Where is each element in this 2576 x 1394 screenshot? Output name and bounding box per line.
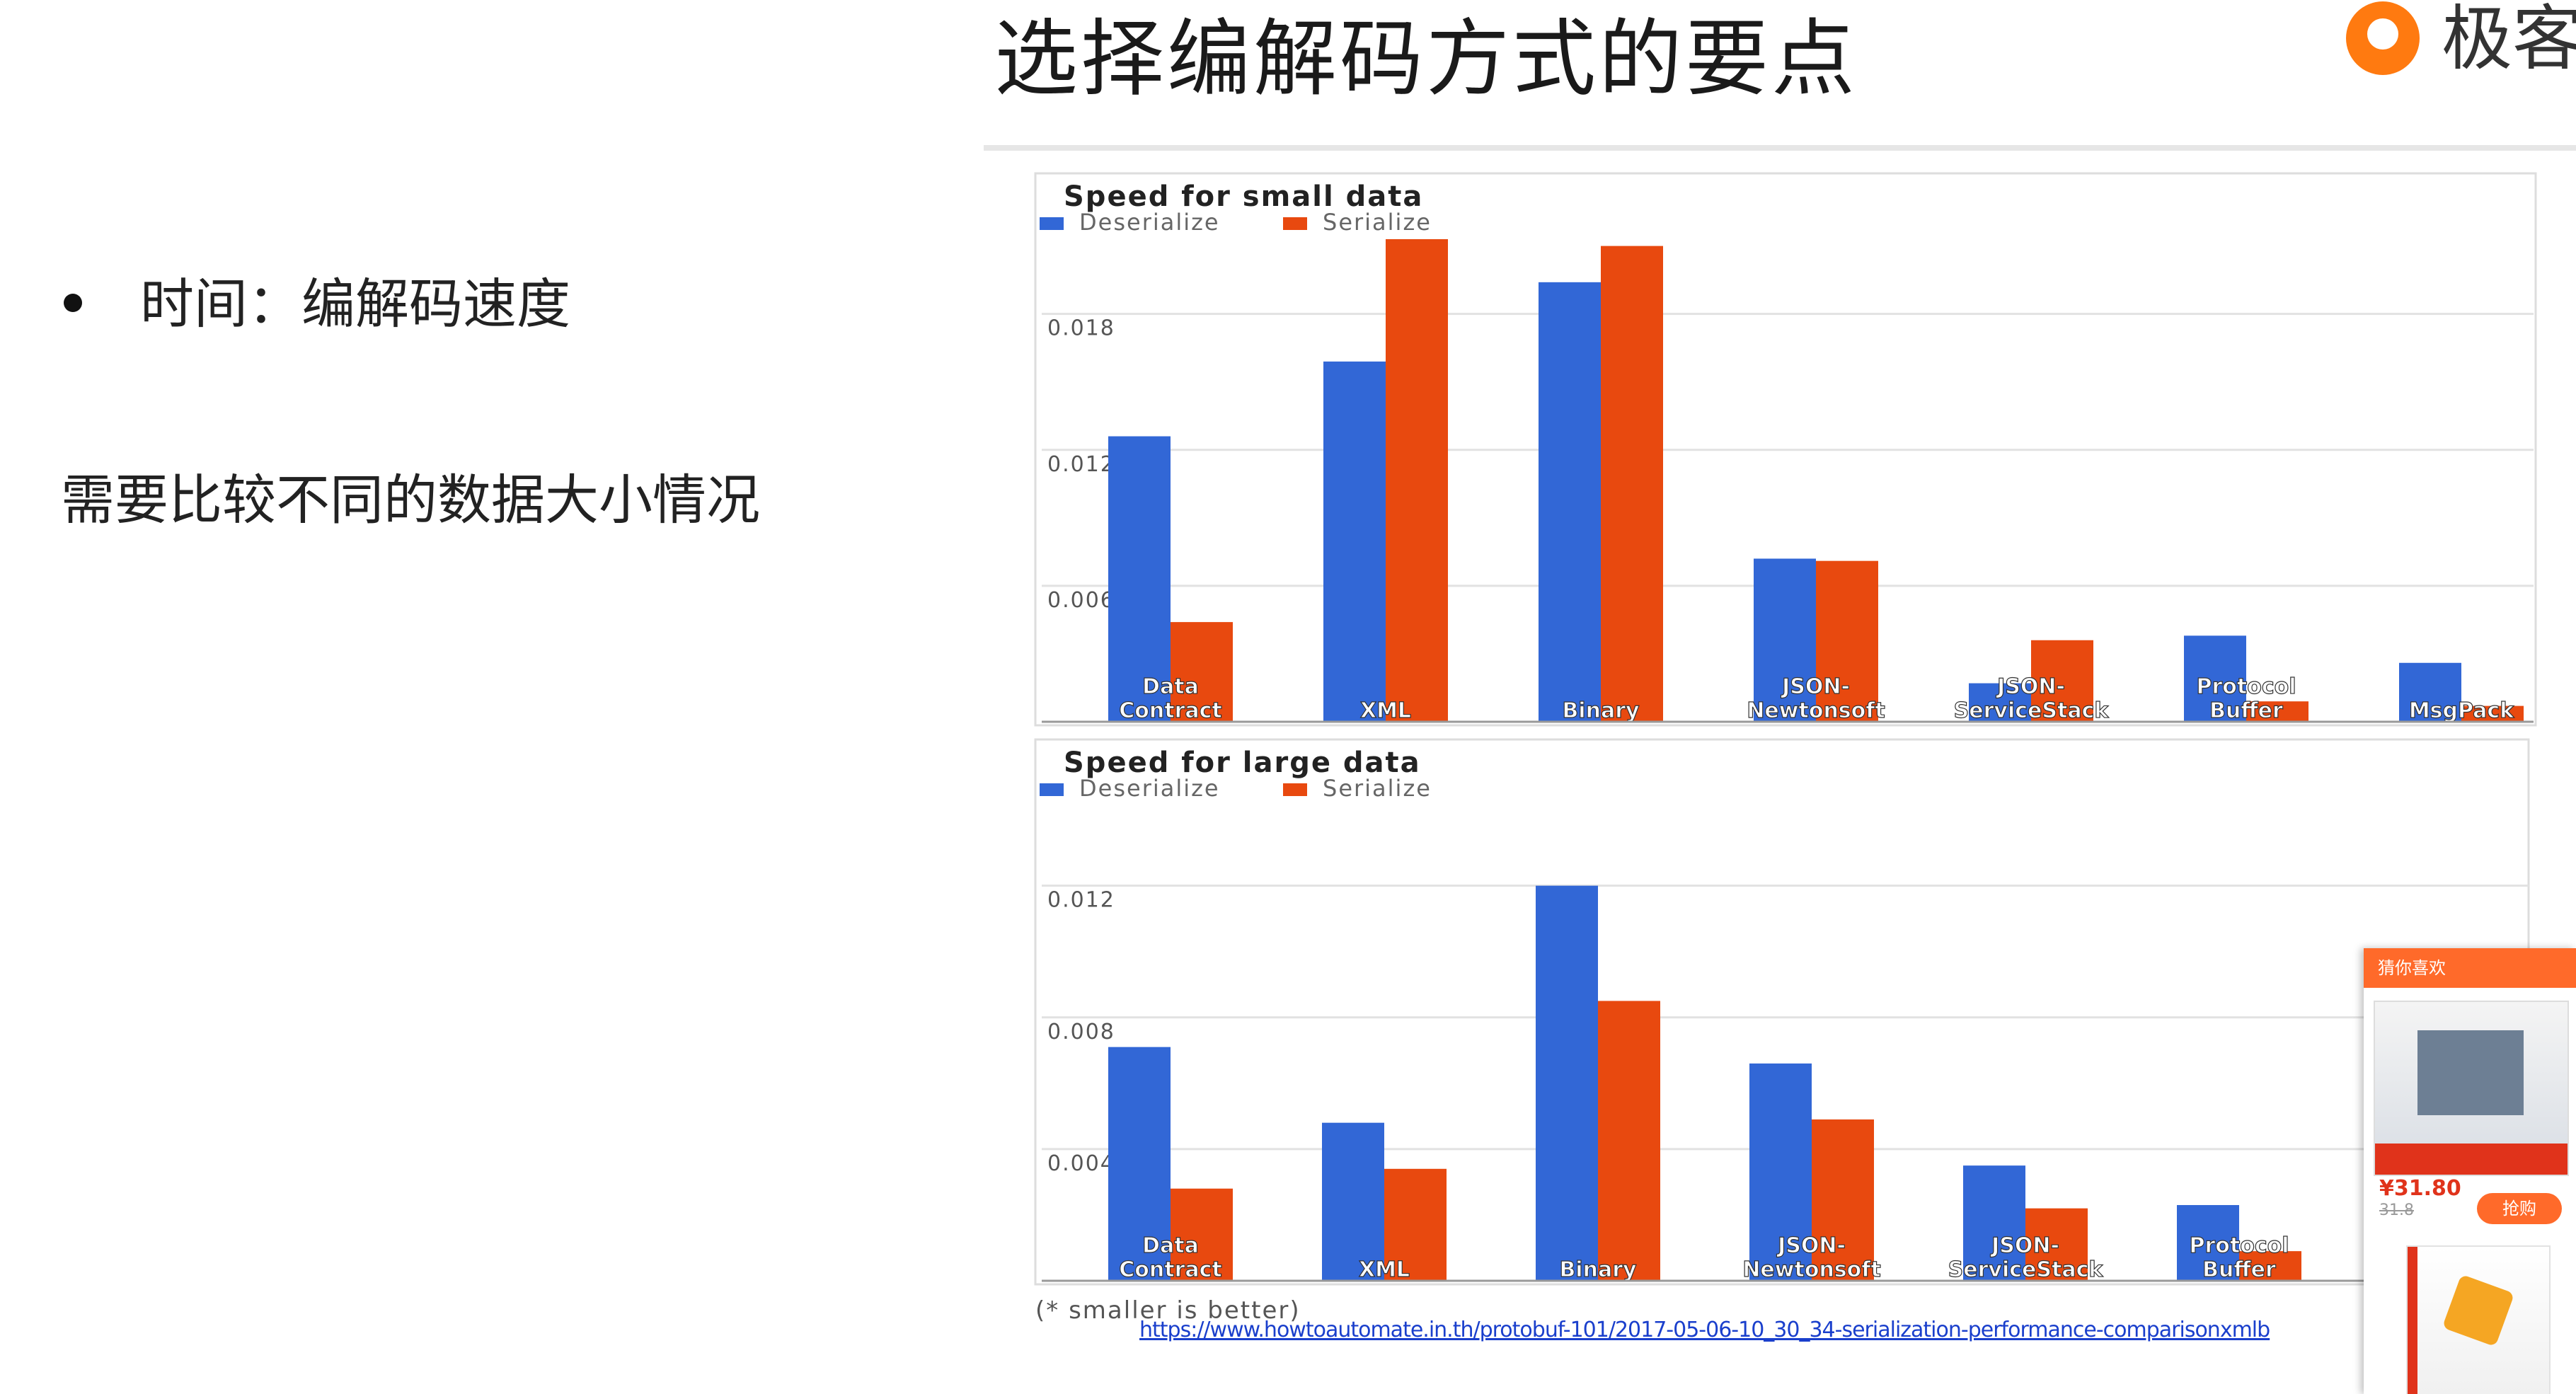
promo-price: ¥31.80 (2379, 1176, 2461, 1201)
promo-book-cover-2[interactable] (2406, 1245, 2551, 1394)
book-cover-art (2442, 1274, 2515, 1347)
x-tick-label: JSON- (1776, 1233, 1846, 1258)
bar-deserialize (1963, 1165, 2025, 1281)
book-cover-art (2417, 1030, 2524, 1115)
legend-label: Deserialize (1079, 775, 1220, 802)
bar-serialize (1171, 622, 1233, 722)
source-link[interactable]: https://www.howtoautomate.in.th/protobuf… (1139, 1318, 2270, 1342)
y-tick-label: 0.006 (1047, 588, 1115, 613)
header-divider (984, 145, 2576, 151)
bar-deserialize (2399, 662, 2461, 722)
x-tick-label: Contract (1119, 1257, 1222, 1282)
bar-deserialize (1754, 558, 1816, 722)
y-tick-label: 0.012 (1047, 888, 1115, 913)
logo-text: 极客 (2442, 0, 2576, 80)
x-tick-label: JSON- (1781, 674, 1850, 699)
bar-deserialize (1539, 282, 1601, 722)
x-tick-label: XML (1359, 1257, 1410, 1282)
bar-serialize (2461, 705, 2524, 722)
book-cover-band (2408, 1247, 2417, 1394)
bar-serialize (2246, 701, 2308, 722)
legend-label: Serialize (1323, 209, 1432, 236)
promo-sidebar[interactable]: 猜你喜欢 ¥31.80 31.8 抢购 (2364, 948, 2576, 1394)
bar-serialize (1384, 1168, 1447, 1281)
bar-serialize (1816, 560, 1878, 722)
x-tick-label: Data (1142, 674, 1199, 699)
bar-serialize (2031, 640, 2093, 722)
bar-deserialize (1536, 885, 1598, 1281)
x-tick-label: XML (1360, 698, 1411, 723)
bar-serialize (1598, 1001, 1660, 1281)
x-tick-label: Newtonsoft (1742, 1257, 1880, 1282)
legend-swatch-serialize (1283, 783, 1307, 796)
legend-swatch-deserialize (1040, 783, 1064, 796)
logo-mark-icon (2346, 1, 2420, 75)
bar-serialize (2239, 1251, 2301, 1281)
bar-deserialize (2177, 1204, 2239, 1281)
bar-deserialize (1108, 1047, 1171, 1281)
promo-header: 猜你喜欢 (2364, 948, 2576, 988)
bar-deserialize (1749, 1063, 1812, 1281)
legend-label: Serialize (1323, 775, 1432, 802)
bar-deserialize (1108, 436, 1171, 722)
legend-label: Deserialize (1079, 209, 1220, 236)
bar-serialize (1386, 239, 1448, 722)
book-cover-band (2375, 1144, 2568, 1175)
legend-swatch-deserialize (1040, 217, 1064, 230)
x-tick-label: ServiceStack (1954, 698, 2110, 723)
bar-serialize (2025, 1208, 2088, 1281)
x-tick-label: JSON- (1990, 1233, 2059, 1258)
x-tick-label: MsgPack (2409, 698, 2514, 723)
bar-deserialize (1323, 361, 1386, 722)
x-tick-label: Data (1142, 1233, 1199, 1258)
y-tick-label: 0.008 (1047, 1020, 1115, 1044)
x-tick-label: JSON- (1996, 674, 2065, 699)
x-tick-label: Buffer (2202, 1257, 2276, 1282)
promo-buy-button[interactable]: 抢购 (2477, 1193, 2562, 1224)
x-tick-label: Contract (1119, 698, 1222, 723)
x-tick-label: Binary (1562, 698, 1640, 723)
x-tick-label: Binary (1559, 1257, 1637, 1282)
y-tick-label: 0.004 (1047, 1151, 1115, 1176)
bar-deserialize (1969, 683, 2031, 722)
x-tick-label: Buffer (2209, 698, 2283, 723)
bar-serialize (1171, 1188, 1233, 1281)
x-tick-label: Newtonsoft (1747, 698, 1885, 723)
slide-title: 选择编解码方式的要点 (994, 10, 1858, 108)
brand-logo: 极客 (2335, 0, 2576, 92)
bar-deserialize (2184, 635, 2246, 722)
bar-deserialize (1322, 1122, 1384, 1281)
bullet-dot-icon (64, 294, 82, 312)
footnote: (* smaller is better) (1035, 1296, 1301, 1325)
chart-title: Speed for large data (1064, 747, 1421, 779)
note-text: 需要比较不同的数据大小情况 (61, 468, 760, 531)
bar-serialize (1812, 1119, 1874, 1281)
y-tick-label: 0.012 (1047, 452, 1115, 477)
y-tick-label: 0.018 (1047, 316, 1115, 341)
promo-book-cover[interactable] (2374, 1001, 2569, 1176)
legend-swatch-serialize (1283, 217, 1307, 230)
bullet-text: 时间：编解码速度 (140, 272, 570, 335)
x-tick-label: Protocol (2196, 674, 2296, 699)
x-tick-label: Protocol (2189, 1233, 2289, 1258)
x-tick-label: ServiceStack (1948, 1257, 2104, 1282)
bar-serialize (1601, 246, 1663, 722)
chart-title: Speed for small data (1064, 180, 1423, 213)
promo-old-price: 31.8 (2379, 1202, 2414, 1219)
